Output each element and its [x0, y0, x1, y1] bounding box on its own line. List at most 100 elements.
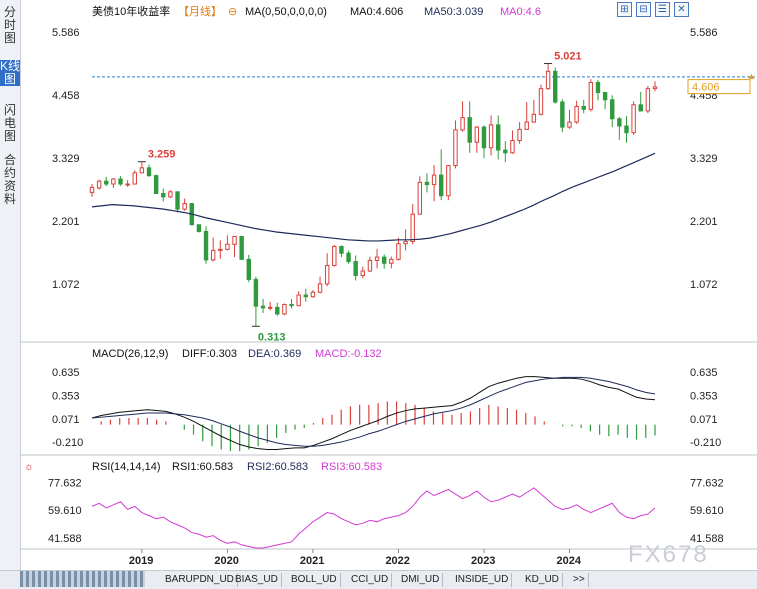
rsi-line — [91, 487, 656, 549]
candle-body — [624, 125, 629, 134]
candle-body — [89, 186, 95, 193]
candle-body — [175, 191, 180, 210]
indicator-tab[interactable]: >> — [570, 573, 589, 587]
high-label: 5.021 — [554, 51, 582, 63]
y-tick-right: 3.329 — [690, 153, 718, 165]
candle-body — [360, 270, 366, 277]
peak-2019-label: 3.259 — [148, 149, 176, 161]
macd-tick-left: 0.071 — [52, 414, 80, 426]
candle-body — [396, 243, 401, 260]
restore-icon[interactable]: ⊟ — [636, 2, 651, 17]
ma50-line — [91, 152, 656, 242]
candle-body — [460, 117, 465, 131]
candle-body — [225, 243, 230, 250]
candle-body — [389, 258, 394, 264]
candle-body — [545, 70, 551, 90]
rsi-title: RSI(14,14,14) — [92, 461, 160, 473]
candle-body — [602, 92, 608, 101]
indicator-tab[interactable]: DMI_UD — [398, 573, 444, 587]
ma50-label: MA50:3.039 — [424, 6, 483, 18]
candle-body — [374, 256, 380, 261]
macd-dea: DEA:0.369 — [248, 348, 301, 360]
candle-body — [638, 104, 643, 112]
candle-body — [446, 165, 451, 197]
candle-body — [431, 174, 437, 186]
rsi-settings-icon[interactable]: ☼ — [24, 461, 34, 473]
y-tick-right: 1.072 — [690, 279, 718, 291]
indicator-tab[interactable]: BARUPDN_UD — [162, 573, 238, 587]
candle-body — [417, 181, 423, 215]
y-tick-left: 2.201 — [52, 216, 80, 228]
macd-y-axis: 0.635 0.635 0.353 0.353 0.071 0.071 -0.210 -0.2… — [52, 367, 721, 449]
close-icon[interactable]: ✕ — [674, 2, 689, 17]
candle-body — [503, 149, 508, 154]
candle-body — [168, 191, 173, 198]
expand-icon[interactable]: ⊞ — [617, 2, 632, 17]
candle-body — [517, 128, 522, 142]
candle-body — [467, 117, 472, 143]
settings-icon[interactable]: ⊖ — [228, 6, 237, 18]
candle-body — [317, 283, 323, 293]
y-tick-left: 1.072 — [52, 279, 80, 291]
candle-body — [524, 121, 529, 130]
rsi-tick-left: 77.632 — [48, 477, 82, 489]
candle-body — [161, 193, 166, 198]
dea-line — [91, 376, 656, 447]
candle-body — [310, 291, 316, 298]
macd-histogram — [100, 401, 656, 452]
candle-body — [296, 294, 301, 307]
candle-body — [410, 213, 415, 242]
indicator-tab[interactable]: KD_UD — [522, 573, 563, 587]
candle-body — [645, 88, 651, 112]
current-price-tag — [687, 79, 751, 95]
rsi3-value: RSI3:60.583 — [321, 461, 382, 473]
current-price-value: 4.606 — [692, 82, 720, 94]
candle-body — [581, 105, 586, 110]
tab-time-chart[interactable]: 分时图 — [3, 5, 16, 45]
indicator-tab-bar — [0, 570, 757, 589]
candle-body — [488, 124, 494, 149]
tab-kline-chart[interactable]: K线图 — [0, 59, 21, 86]
list-icon[interactable]: ☰ — [655, 2, 670, 17]
macd-tick-right: 0.635 — [690, 367, 718, 379]
rsi-tick-right: 77.632 — [690, 477, 724, 489]
candle-body — [253, 278, 259, 307]
indicator-tab[interactable]: BIAS_UD — [232, 573, 282, 587]
watermark: FX678 — [628, 541, 709, 568]
candle-body — [560, 101, 565, 128]
candle-body — [275, 306, 280, 315]
scroll-track[interactable] — [20, 571, 145, 587]
candle-body — [203, 230, 209, 261]
y-tick-right: 2.201 — [690, 216, 718, 228]
candle-body — [381, 256, 387, 264]
low-label: 0.313 — [258, 331, 286, 343]
rsi-tick-right: 59.610 — [690, 505, 724, 517]
candle-body — [210, 249, 216, 261]
macd-value: MACD:-0.132 — [315, 348, 382, 360]
macd-tick-left: 0.635 — [52, 367, 80, 379]
candle-body — [282, 304, 287, 315]
rsi-y-axis: 77.632 77.632 59.610 59.610 41.588 41.588 — [48, 477, 724, 545]
main-title: 美债10年收益率 — [92, 4, 170, 18]
rsi-tick-right: 41.588 — [690, 533, 724, 545]
candle-body — [196, 224, 202, 232]
indicator-tab[interactable]: BOLL_UD — [288, 573, 341, 587]
candle-body — [496, 124, 501, 151]
tab-flash-chart[interactable]: 闪电图 — [3, 103, 16, 143]
ma0-label: MA0:4.606 — [350, 6, 403, 18]
candle-body — [439, 174, 444, 197]
ma-label: MA(0,50,0,0,0,0) — [245, 6, 327, 18]
candle-body — [453, 129, 458, 167]
candle-body — [595, 81, 601, 94]
indicator-tab[interactable]: CCI_UD — [348, 573, 393, 587]
macd-title: MACD(26,12,9) — [92, 348, 168, 360]
tab-contract-info[interactable]: 合约资料 — [3, 153, 16, 206]
period-label[interactable]: 【月线】 — [178, 4, 222, 18]
candle-body — [267, 306, 273, 309]
candle-body — [403, 240, 408, 245]
indicator-tab[interactable]: INSIDE_UD — [452, 573, 513, 587]
macd-tick-right: -0.210 — [690, 437, 721, 449]
x-axis: 2019 2020 2021 2022 2023 2024 — [129, 549, 582, 567]
candle-body — [353, 261, 358, 277]
candle-body — [111, 178, 116, 185]
